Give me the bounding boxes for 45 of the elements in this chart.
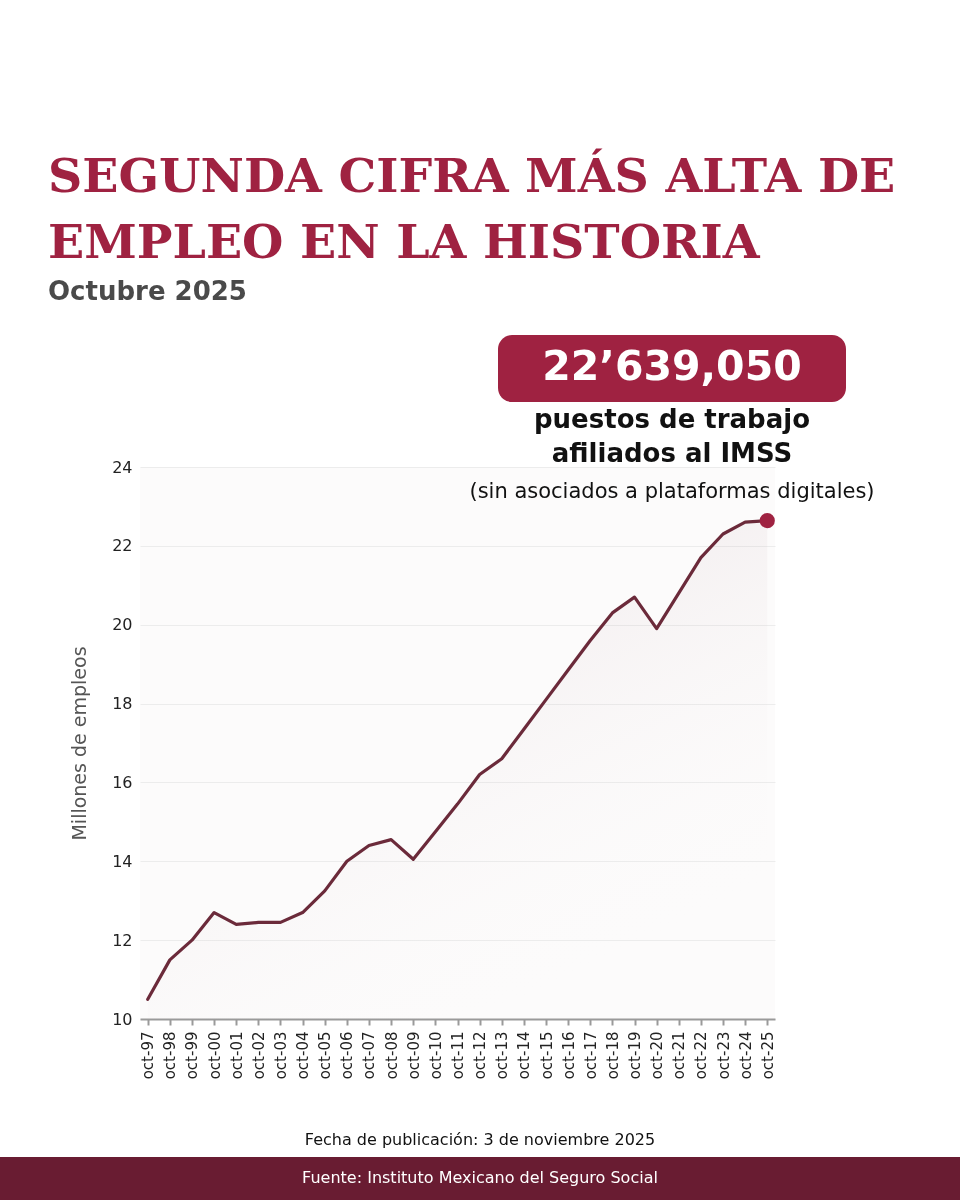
x-tick-label: oct-15 (537, 1031, 556, 1080)
chart-subtitle: Octubre 2025 (48, 276, 247, 306)
x-tick-label: oct-97 (139, 1031, 158, 1080)
x-tick-label: oct-14 (515, 1031, 534, 1080)
x-tick-label: oct-06 (338, 1031, 357, 1080)
x-tick-label: oct-25 (758, 1031, 777, 1080)
x-tick-label: oct-12 (471, 1031, 490, 1080)
x-tick-label: oct-13 (493, 1031, 512, 1080)
y-tick-label: 20 (112, 615, 133, 635)
x-tick-label: oct-03 (272, 1031, 290, 1080)
x-tick-label: oct-02 (249, 1031, 268, 1080)
x-tick-label: oct-08 (382, 1031, 401, 1080)
y-tick-label: 16 (112, 772, 133, 792)
x-tick-label: oct-05 (316, 1031, 335, 1080)
x-tick-label: oct-00 (205, 1031, 224, 1080)
x-tick-label: oct-99 (183, 1031, 202, 1080)
x-tick-label: oct-16 (559, 1031, 578, 1080)
annotation: (sin asociados a plataformas digitales) (469, 479, 875, 503)
x-tick-label: oct-17 (581, 1031, 600, 1080)
y-tick-label: 24 (112, 457, 133, 477)
source-note: Fuente: Instituto Mexicano del Seguro Social (302, 1168, 658, 1187)
x-tick-label: oct-01 (227, 1031, 246, 1080)
x-tick-label: oct-21 (670, 1031, 689, 1080)
y-tick-label: 12 (112, 930, 133, 950)
x-tick-label: oct-11 (449, 1031, 467, 1080)
x-tick-label: oct-23 (714, 1031, 733, 1080)
annotation: puestos de trabajo afiliados al IMSS (533, 404, 811, 468)
x-tick-label: oct-10 (426, 1031, 445, 1080)
y-axis-title: Millones de empleos (68, 646, 91, 841)
text: 22’639,050 (542, 342, 802, 390)
chart-title: SEGUNDA CIFRA MÁS ALTA DE EMPLEO EN LA HISTORIA (48, 146, 896, 269)
x-tick-label: oct-24 (736, 1031, 755, 1080)
y-tick-label: 10 (112, 1009, 133, 1029)
x-tick-label: oct-20 (648, 1031, 667, 1080)
y-tick-label: 22 (112, 536, 133, 556)
text: Fecha de publicación: 3 de noviembre 2025 (304, 1130, 656, 1149)
x-tick-label: oct-04 (294, 1031, 313, 1080)
y-tick-label: 14 (112, 851, 133, 871)
x-tick-label: oct-07 (360, 1031, 379, 1080)
x-tick-label: oct-09 (404, 1031, 423, 1080)
x-tick-label: oct-98 (161, 1031, 180, 1080)
x-tick-label: oct-22 (692, 1031, 711, 1080)
x-tick-label: oct-19 (626, 1031, 644, 1080)
x-tick-label: oct-18 (603, 1031, 622, 1080)
y-tick-label: 18 (112, 694, 133, 714)
